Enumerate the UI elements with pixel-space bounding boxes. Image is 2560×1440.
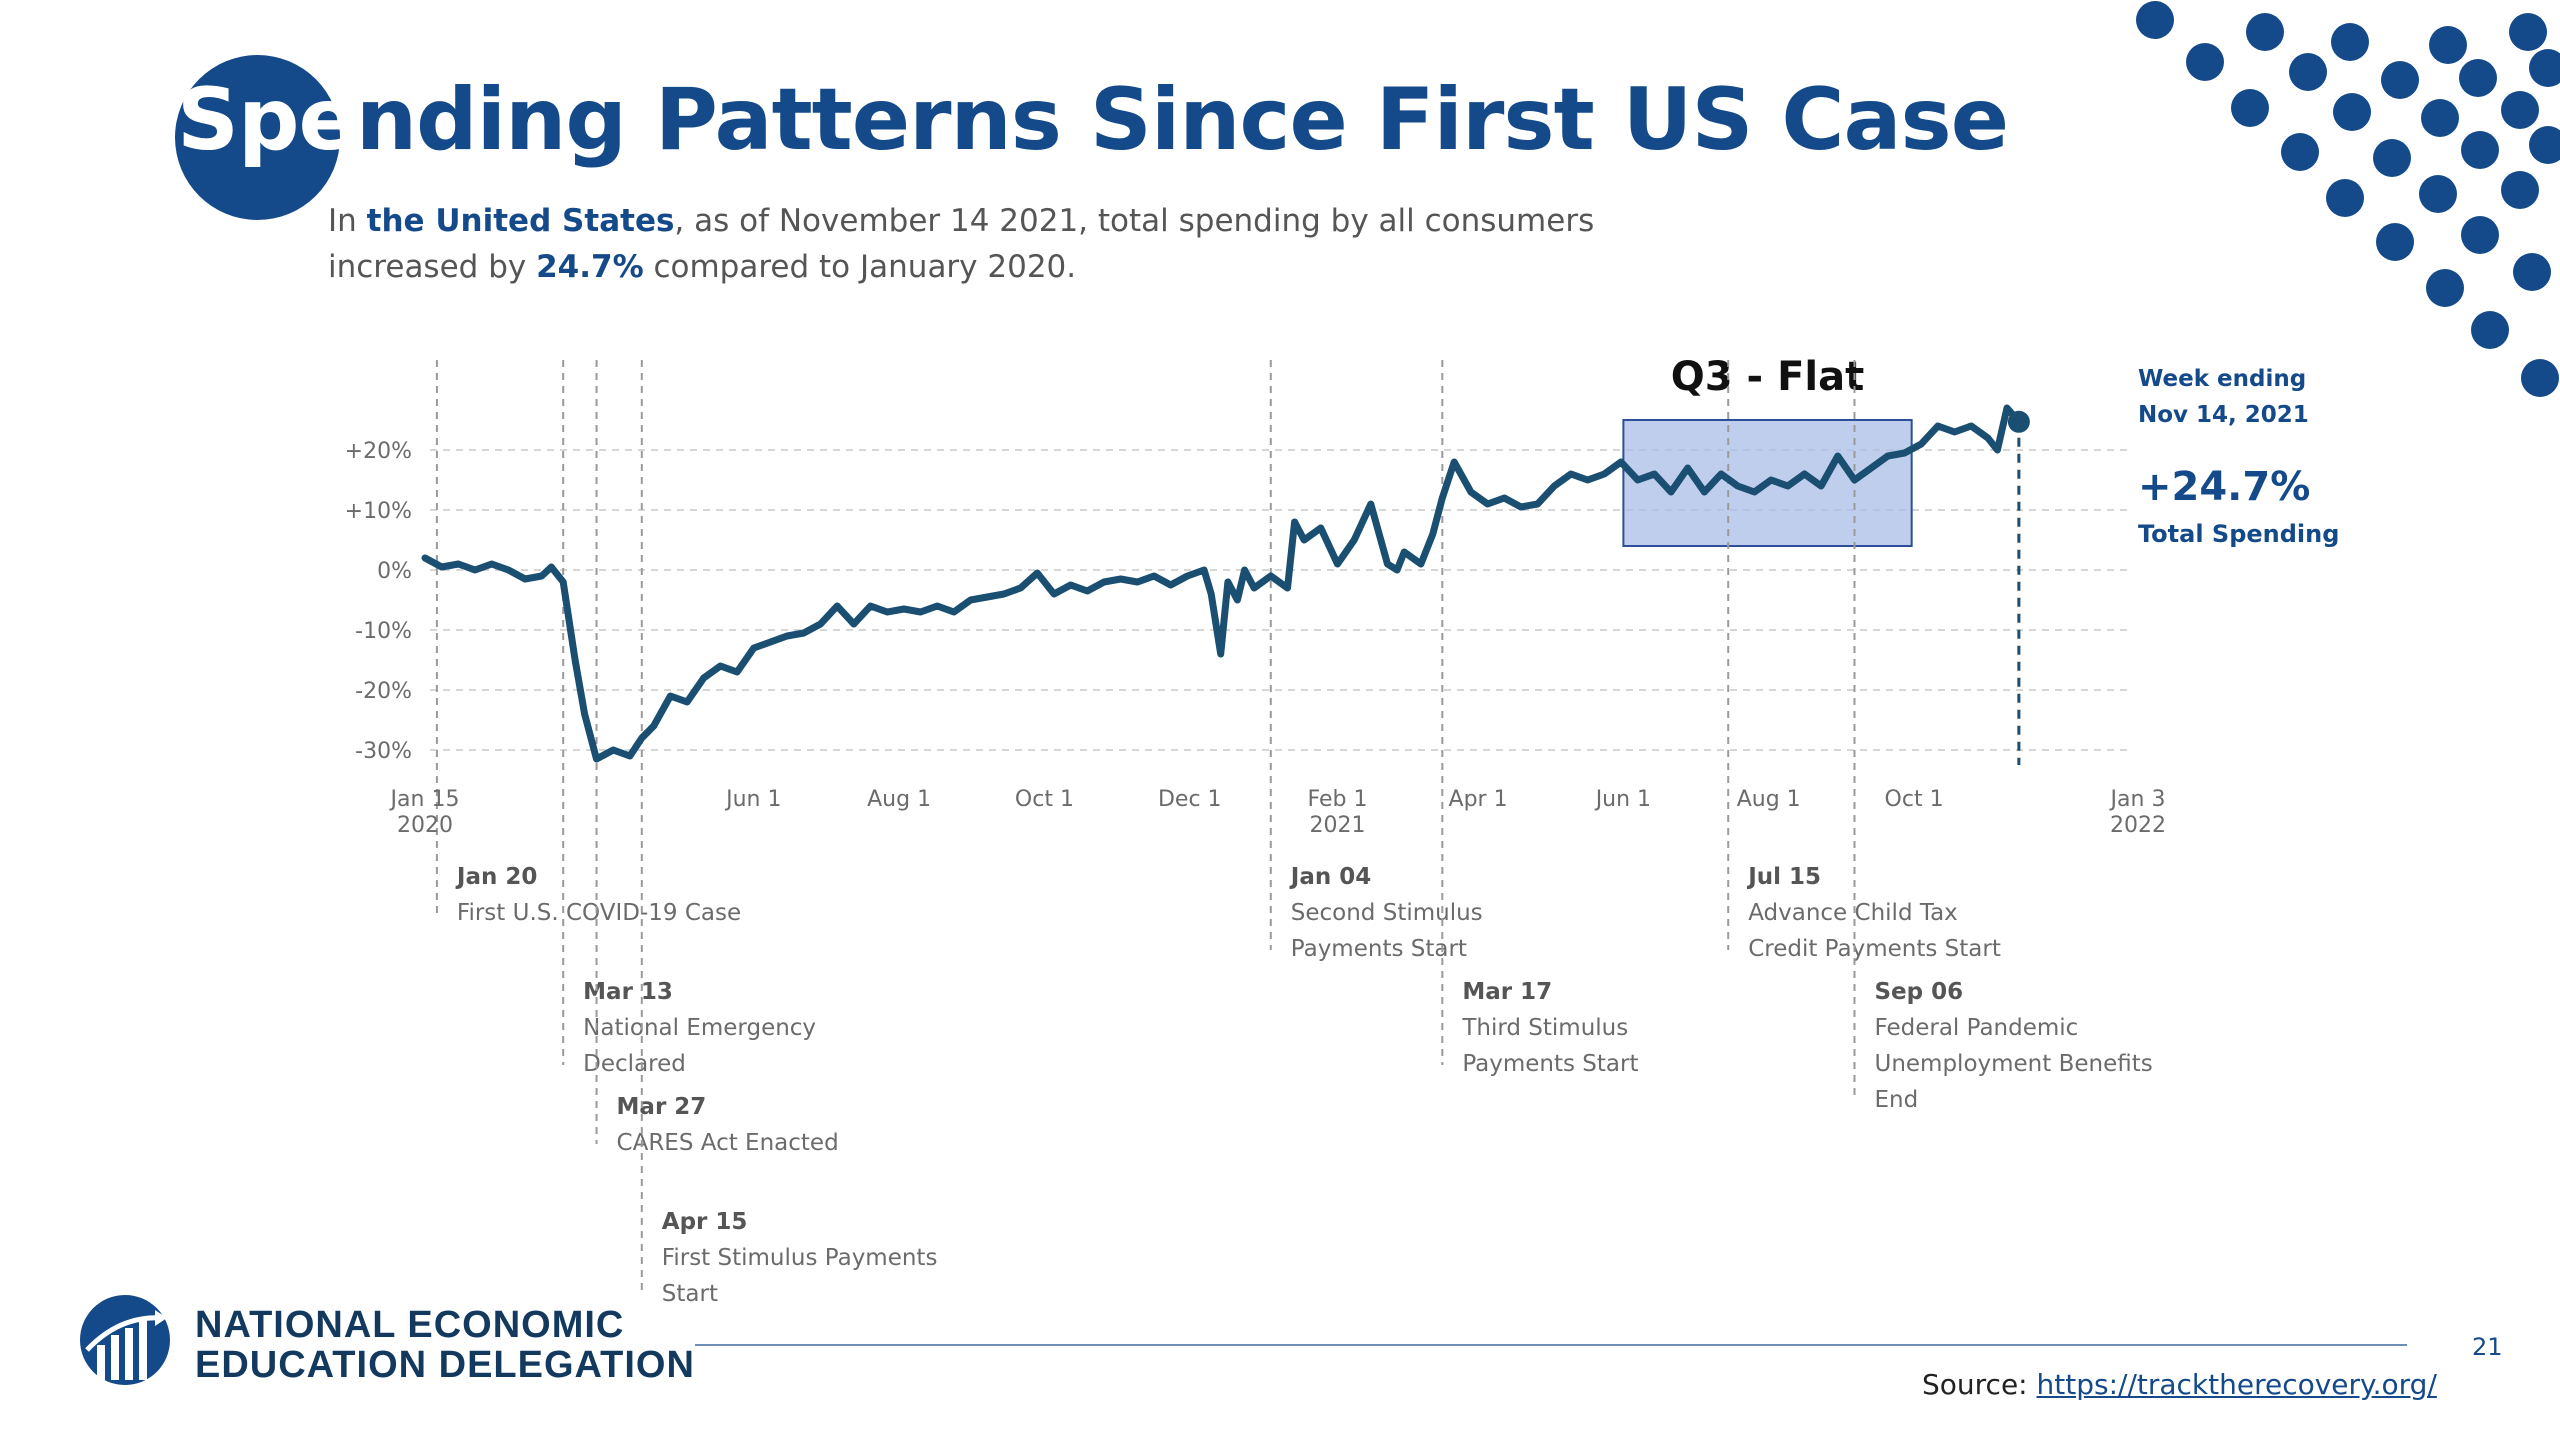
y-tick-label: +10% bbox=[345, 499, 412, 524]
event-text: Payments Start bbox=[1462, 1051, 1638, 1077]
event-text: Unemployment Benefits bbox=[1874, 1051, 2152, 1077]
event-text: Federal Pandemic bbox=[1874, 1015, 2078, 1041]
event-text: Declared bbox=[583, 1051, 686, 1077]
y-tick-label: +20% bbox=[345, 439, 412, 464]
event-date: Mar 27 bbox=[617, 1094, 707, 1120]
y-tick-label: 0% bbox=[377, 559, 412, 584]
ned-logo-icon bbox=[80, 1295, 170, 1385]
event-date: Jan 20 bbox=[455, 864, 537, 890]
decorative-dot bbox=[2501, 171, 2539, 209]
y-tick-label: -10% bbox=[355, 619, 412, 644]
event-text: National Emergency bbox=[583, 1015, 816, 1041]
x-tick-label-year: 2022 bbox=[2110, 813, 2166, 838]
endpoint-value: +24.7% bbox=[2138, 464, 2310, 510]
decorative-dot bbox=[2426, 269, 2464, 307]
event-text: CARES Act Enacted bbox=[617, 1130, 839, 1156]
decorative-dot bbox=[2331, 23, 2369, 61]
decorative-dot bbox=[2186, 43, 2224, 81]
subtitle-part3: compared to January 2020. bbox=[643, 249, 1077, 285]
x-tick-label: Jan 15 bbox=[389, 787, 460, 812]
x-tick-label: Oct 1 bbox=[1015, 787, 1074, 812]
subtitle-part1: In bbox=[328, 203, 367, 239]
decorative-dot bbox=[2461, 216, 2499, 254]
x-tick-label: Jun 1 bbox=[1594, 787, 1651, 812]
source-link[interactable]: https://tracktherecovery.org/ bbox=[2036, 1368, 2437, 1401]
decorative-dot bbox=[2529, 126, 2560, 164]
subtitle-part2: , as of November 14 2021, total spending… bbox=[328, 203, 1595, 285]
footer-divider bbox=[695, 1344, 2407, 1346]
endpoint-label: Week ending bbox=[2138, 366, 2306, 392]
endpoint-caption: Total Spending bbox=[2138, 520, 2339, 548]
x-tick-label: Apr 1 bbox=[1449, 787, 1508, 812]
decorative-dot bbox=[2529, 49, 2560, 87]
event-text: Payments Start bbox=[1291, 936, 1467, 962]
decorative-dot bbox=[2376, 223, 2414, 261]
subtitle-place: the United States bbox=[366, 203, 675, 239]
decorative-dot bbox=[2521, 359, 2559, 397]
event-text: Third Stimulus bbox=[1461, 1015, 1628, 1041]
x-tick-label-year: 2021 bbox=[1309, 813, 1365, 838]
decorative-dot bbox=[2231, 89, 2269, 127]
decorative-dot bbox=[2421, 99, 2459, 137]
decorative-dot bbox=[2501, 91, 2539, 129]
event-text: Start bbox=[662, 1281, 718, 1307]
decorative-dot bbox=[2246, 13, 2284, 51]
event-date: Mar 17 bbox=[1462, 979, 1552, 1005]
event-date: Mar 13 bbox=[583, 979, 673, 1005]
decorative-dot bbox=[2289, 53, 2327, 91]
decorative-dots bbox=[2136, 1, 2560, 397]
source-label: Source: bbox=[1922, 1368, 2028, 1401]
title-highlight: Spe bbox=[177, 70, 357, 170]
decorative-dot bbox=[2281, 133, 2319, 171]
page-number: 21 bbox=[2472, 1333, 2503, 1361]
source-line: Source: https://tracktherecovery.org/ bbox=[1922, 1368, 2437, 1401]
event-text: First U.S. COVID-19 Case bbox=[457, 900, 741, 926]
subtitle: In the United States, as of November 14 … bbox=[328, 198, 1628, 290]
org-name: NATIONAL ECONOMIC EDUCATION DELEGATION bbox=[195, 1305, 695, 1385]
decorative-dot bbox=[2333, 93, 2371, 131]
event-text: First Stimulus Payments bbox=[662, 1245, 938, 1271]
x-tick-label: Aug 1 bbox=[867, 787, 931, 812]
x-tick-label: Jun 1 bbox=[724, 787, 781, 812]
y-tick-label: -20% bbox=[355, 679, 412, 704]
decorative-dot bbox=[2509, 13, 2547, 51]
x-tick-label: Dec 1 bbox=[1158, 787, 1222, 812]
x-tick-label: Feb 1 bbox=[1308, 787, 1368, 812]
decorative-dot bbox=[2419, 175, 2457, 213]
event-text: Credit Payments Start bbox=[1748, 936, 2001, 962]
decorative-dot bbox=[2381, 61, 2419, 99]
decorative-dot bbox=[2429, 26, 2467, 64]
x-tick-label: Jan 3 bbox=[2109, 787, 2166, 812]
title-rest: nding Patterns Since First US Case bbox=[355, 70, 2009, 170]
decorative-dot bbox=[2373, 139, 2411, 177]
event-date: Apr 15 bbox=[662, 1209, 748, 1235]
decorative-dot bbox=[2459, 59, 2497, 97]
y-tick-label: -30% bbox=[355, 739, 412, 764]
endpoint-date: Nov 14, 2021 bbox=[2138, 402, 2309, 428]
x-tick-label-year: 2020 bbox=[397, 813, 453, 838]
decorative-dot bbox=[2136, 1, 2174, 39]
x-tick-label: Oct 1 bbox=[1885, 787, 1944, 812]
org-name-line2: EDUCATION DELEGATION bbox=[195, 1344, 695, 1386]
decorative-dot bbox=[2461, 131, 2499, 169]
subtitle-pct: 24.7% bbox=[536, 249, 644, 285]
org-name-line1: NATIONAL ECONOMIC bbox=[195, 1304, 625, 1346]
event-date: Jul 15 bbox=[1746, 864, 1821, 890]
title-circle bbox=[175, 55, 340, 220]
endpoint-marker bbox=[2007, 410, 2030, 433]
event-text: End bbox=[1874, 1087, 1918, 1113]
decorative-dot bbox=[2471, 311, 2509, 349]
decorative-dot bbox=[2326, 179, 2364, 217]
x-tick-label: Aug 1 bbox=[1737, 787, 1801, 812]
decorative-dot bbox=[2513, 253, 2551, 291]
highlight-label: Q3 - Flat bbox=[1671, 354, 1864, 400]
event-date: Sep 06 bbox=[1874, 979, 1963, 1005]
event-date: Jan 04 bbox=[1289, 864, 1371, 890]
event-text: Advance Child Tax bbox=[1748, 900, 1958, 926]
event-text: Second Stimulus bbox=[1291, 900, 1483, 926]
page-title: Spending Patterns Since First US Case bbox=[177, 77, 2009, 163]
spending-line bbox=[421, 404, 2023, 763]
